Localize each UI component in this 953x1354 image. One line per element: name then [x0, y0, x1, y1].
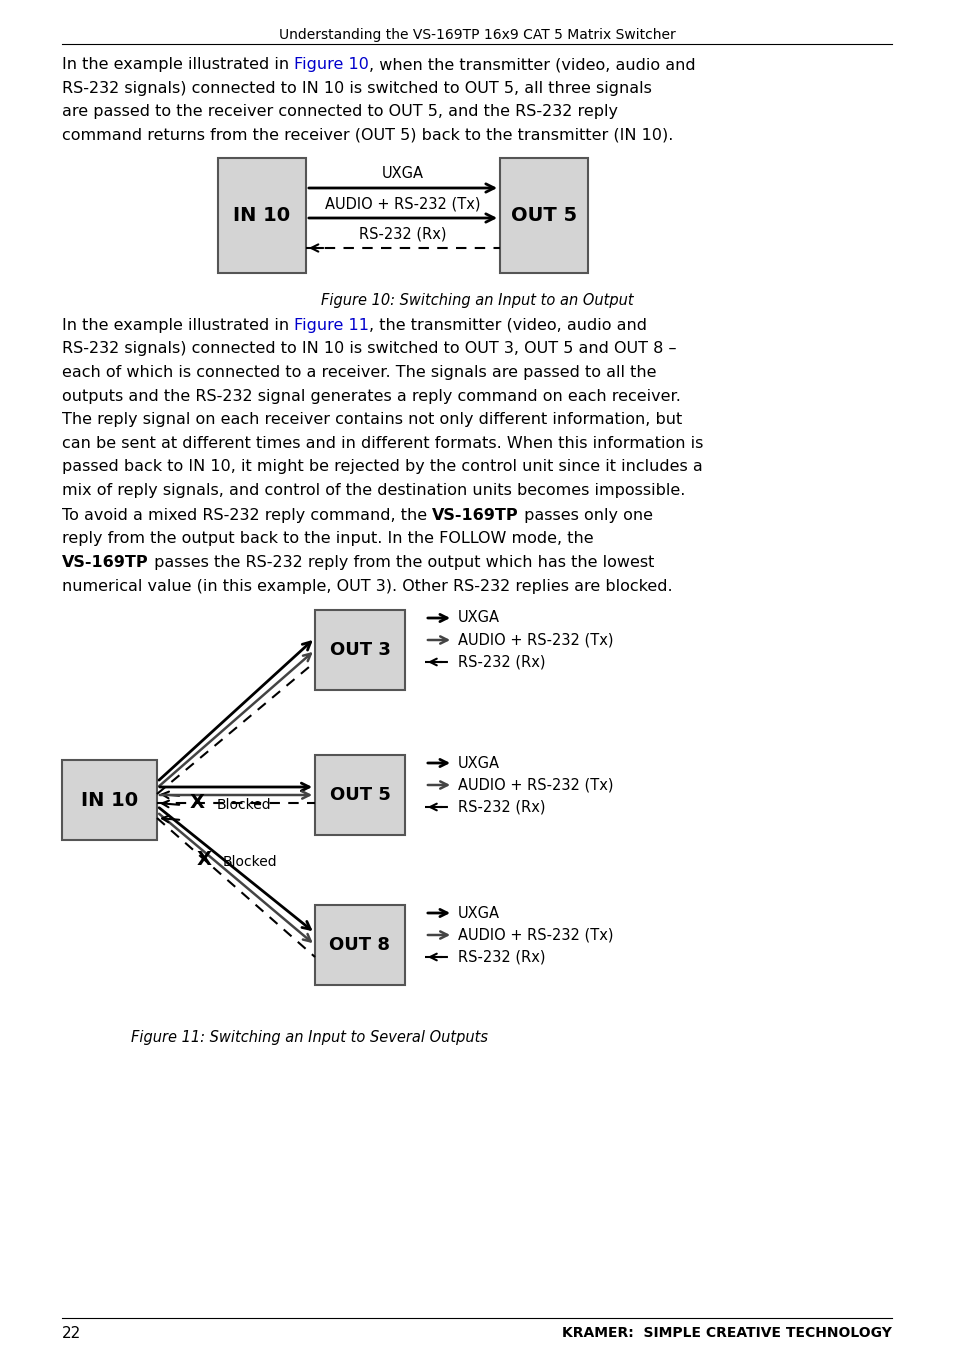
Text: AUDIO + RS-232 (Tx): AUDIO + RS-232 (Tx) [325, 196, 480, 211]
Text: RS-232 signals) connected to IN 10 is switched to OUT 5, all three signals: RS-232 signals) connected to IN 10 is sw… [62, 80, 651, 96]
Text: Figure 10: Switching an Input to an Output: Figure 10: Switching an Input to an Outp… [320, 292, 633, 307]
Bar [499, 158, 587, 274]
Text: RS-232 (Rx): RS-232 (Rx) [457, 654, 545, 669]
Text: OUT 5: OUT 5 [511, 206, 577, 225]
Text: Figure 11: Switching an Input to Several Outputs: Figure 11: Switching an Input to Several… [132, 1030, 488, 1045]
Bar [314, 756, 405, 835]
Text: Understanding the VS-169TP 16x9 CAT 5 Matrix Switcher: Understanding the VS-169TP 16x9 CAT 5 Ma… [278, 28, 675, 42]
Text: X: X [190, 793, 204, 812]
Text: RS-232 (Rx): RS-232 (Rx) [359, 226, 446, 241]
Text: To avoid a mixed RS-232 reply command, the: To avoid a mixed RS-232 reply command, t… [62, 508, 432, 523]
Text: IN 10: IN 10 [81, 791, 138, 810]
Text: IN 10: IN 10 [233, 206, 291, 225]
Text: VS-169TP: VS-169TP [62, 555, 149, 570]
Text: can be sent at different times and in different formats. When this information i: can be sent at different times and in di… [62, 436, 702, 451]
Text: passes only one: passes only one [518, 508, 652, 523]
Text: AUDIO + RS-232 (Tx): AUDIO + RS-232 (Tx) [457, 777, 613, 792]
Text: X: X [196, 850, 212, 869]
Text: passes the RS-232 reply from the output which has the lowest: passes the RS-232 reply from the output … [149, 555, 654, 570]
Bar [218, 158, 306, 274]
Text: RS-232 (Rx): RS-232 (Rx) [457, 799, 545, 815]
Bar [62, 760, 157, 839]
Text: each of which is connected to a receiver. The signals are passed to all the: each of which is connected to a receiver… [62, 366, 656, 380]
Text: The reply signal on each receiver contains not only different information, but: The reply signal on each receiver contai… [62, 412, 681, 427]
Text: mix of reply signals, and control of the destination units becomes impossible.: mix of reply signals, and control of the… [62, 482, 684, 497]
Text: , when the transmitter (video, audio and: , when the transmitter (video, audio and [369, 57, 695, 72]
Text: passed back to IN 10, it might be rejected by the control unit since it includes: passed back to IN 10, it might be reject… [62, 459, 702, 474]
Text: are passed to the receiver connected to OUT 5, and the RS-232 reply: are passed to the receiver connected to … [62, 104, 618, 119]
Text: AUDIO + RS-232 (Tx): AUDIO + RS-232 (Tx) [457, 632, 613, 647]
Text: AUDIO + RS-232 (Tx): AUDIO + RS-232 (Tx) [457, 927, 613, 942]
Text: OUT 3: OUT 3 [329, 640, 390, 659]
Text: In the example illustrated in: In the example illustrated in [62, 318, 294, 333]
Text: UXGA: UXGA [381, 167, 423, 181]
Text: Blocked: Blocked [222, 854, 276, 869]
Text: reply from the output back to the input. In the FOLLOW mode, the: reply from the output back to the input.… [62, 532, 593, 547]
Bar [314, 611, 405, 691]
Text: UXGA: UXGA [457, 906, 499, 921]
Text: Blocked: Blocked [216, 798, 272, 812]
Text: RS-232 signals) connected to IN 10 is switched to OUT 3, OUT 5 and OUT 8 –: RS-232 signals) connected to IN 10 is sw… [62, 341, 676, 356]
Text: RS-232 (Rx): RS-232 (Rx) [457, 949, 545, 964]
Text: 22: 22 [62, 1326, 81, 1340]
Text: OUT 5: OUT 5 [329, 787, 390, 804]
Text: VS-169TP: VS-169TP [432, 508, 518, 523]
Text: Figure 10: Figure 10 [294, 57, 369, 72]
Text: UXGA: UXGA [457, 756, 499, 770]
Text: Figure 11: Figure 11 [294, 318, 369, 333]
Text: command returns from the receiver (OUT 5) back to the transmitter (IN 10).: command returns from the receiver (OUT 5… [62, 127, 673, 142]
Text: OUT 8: OUT 8 [329, 936, 390, 955]
Text: numerical value (in this example, OUT 3). Other RS-232 replies are blocked.: numerical value (in this example, OUT 3)… [62, 578, 672, 593]
Text: , the transmitter (video, audio and: , the transmitter (video, audio and [369, 318, 646, 333]
Text: outputs and the RS-232 signal generates a reply command on each receiver.: outputs and the RS-232 signal generates … [62, 389, 680, 403]
Bar [314, 904, 405, 984]
Text: KRAMER:  SIMPLE CREATIVE TECHNOLOGY: KRAMER: SIMPLE CREATIVE TECHNOLOGY [561, 1326, 891, 1340]
Text: In the example illustrated in: In the example illustrated in [62, 57, 294, 72]
Text: UXGA: UXGA [457, 611, 499, 626]
